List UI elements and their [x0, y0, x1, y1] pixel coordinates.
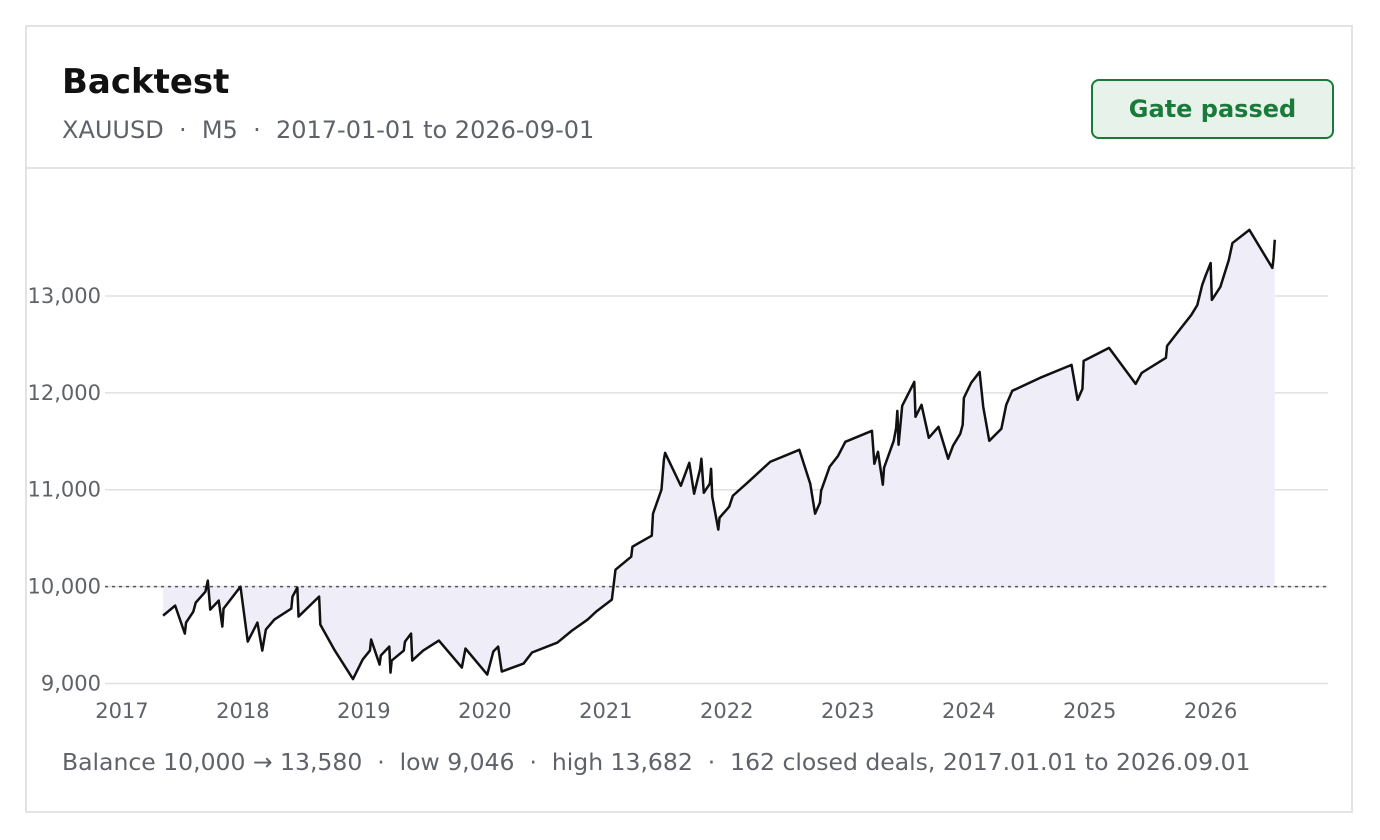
y-tick-label: 13,000: [28, 284, 101, 308]
x-tick-label: 2024: [942, 699, 995, 723]
x-tick-label: 2019: [337, 699, 390, 723]
title: Backtest: [62, 62, 230, 102]
status-badge: Gate passed: [1091, 79, 1334, 139]
divider: [25, 167, 1355, 169]
subtitle: XAUUSD · M5 · 2017-01-01 to 2026-09-01: [62, 116, 595, 144]
card: [25, 25, 1353, 813]
x-tick-label: 2025: [1063, 699, 1116, 723]
area-fill: [163, 229, 1275, 680]
y-tick-label: 9,000: [41, 672, 101, 696]
x-tick-label: 2023: [821, 699, 874, 723]
x-tick-label: 2020: [458, 699, 511, 723]
x-tick-label: 2021: [579, 699, 632, 723]
equity-line: [162, 228, 1277, 681]
summary: Balance 10,000 → 13,580 · low 9,046 · hi…: [62, 748, 1251, 776]
x-tick-label: 2026: [1184, 699, 1237, 723]
x-tick-label: 2022: [700, 699, 753, 723]
y-tick-label: 10,000: [28, 575, 101, 599]
x-tick-label: 2018: [216, 699, 269, 723]
x-tick-label: 2017: [95, 699, 148, 723]
chart: 9,000 10,000 11,000 12,000 13,000 2017 2018 201…: [28, 228, 1328, 723]
y-tick-label: 11,000: [28, 478, 101, 502]
y-tick-label: 12,000: [28, 381, 101, 405]
